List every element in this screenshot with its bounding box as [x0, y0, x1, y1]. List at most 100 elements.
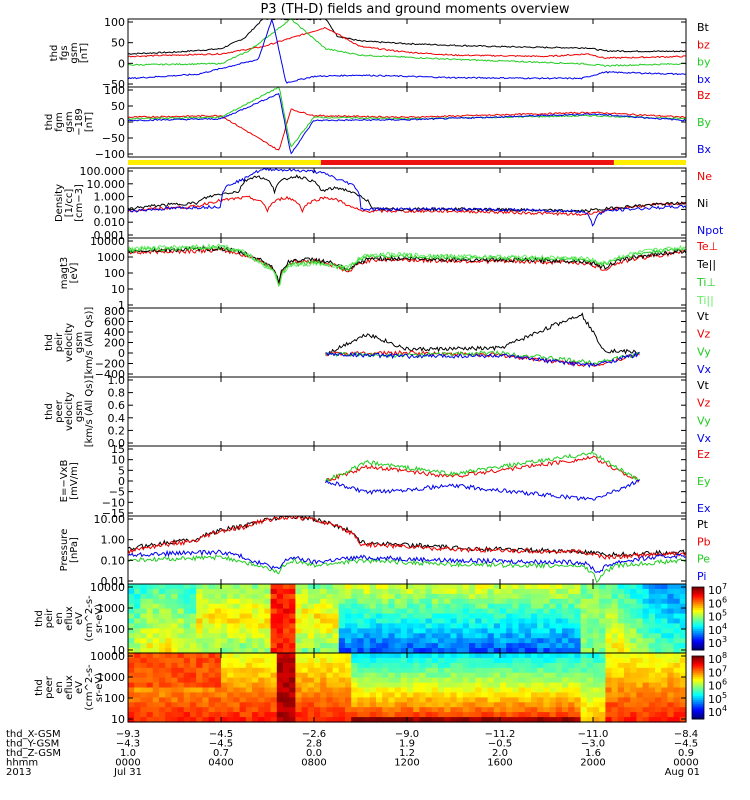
spectrogram-cell: [642, 677, 650, 684]
spectrogram-cell: [413, 672, 420, 679]
y-tick-label: −15: [102, 507, 125, 520]
spectrogram-cell: [301, 707, 309, 713]
spectrogram-cell: [500, 603, 507, 610]
spectrogram-cell: [469, 598, 476, 605]
spectrogram-cell: [345, 608, 352, 615]
spectrogram-cell: [642, 662, 650, 669]
spectrogram-cell: [382, 598, 389, 605]
spectrogram-cell: [450, 638, 458, 644]
spectrogram-cell: [264, 613, 272, 620]
spectrogram-cell: [326, 598, 334, 605]
y-axis-label: thd: [34, 610, 45, 627]
spectrogram-cell: [332, 677, 340, 684]
spectrogram-cell: [624, 702, 631, 708]
spectrogram-cell: [227, 657, 234, 664]
series-Npot-line: [128, 168, 686, 227]
spectrogram-cell: [301, 657, 309, 664]
spectrogram-cell: [438, 618, 445, 624]
y-axis-label: [eV]: [69, 263, 80, 284]
y-axis-label: thd: [44, 403, 55, 420]
spectrogram-cell: [332, 657, 340, 664]
spectrogram-cell: [648, 687, 656, 693]
spectrogram-cell: [270, 633, 278, 639]
spectrogram-cell: [431, 717, 439, 723]
spectrogram-cell: [549, 618, 557, 624]
spectrogram-cell: [636, 717, 644, 723]
spectrogram-cell: [431, 588, 439, 595]
spectrogram-cell: [500, 633, 507, 639]
spectrogram-cell: [171, 623, 179, 629]
spectrogram-cell: [673, 618, 681, 624]
spectrogram-cell: [543, 697, 551, 703]
y-tick-label: 1000: [97, 251, 125, 264]
colorbar-label-base: 10: [708, 637, 722, 650]
spectrogram-cell: [493, 613, 501, 620]
spectrogram-cell: [481, 618, 489, 624]
spectrogram-cell: [667, 593, 675, 600]
spectrogram-cell: [338, 584, 346, 590]
spectrogram-cell: [202, 648, 210, 654]
spectrogram-cell: [549, 697, 557, 703]
colorbar-segment: [692, 670, 704, 674]
spectrogram-cell: [655, 702, 662, 708]
spectrogram-cell: [493, 603, 501, 610]
spectrogram-cell: [661, 697, 668, 703]
spectrogram-cell: [655, 653, 662, 659]
spectrogram-cell: [283, 712, 290, 718]
spectrogram-cell: [134, 682, 141, 689]
spectrogram-cell: [270, 623, 278, 629]
spectrogram-cell: [283, 613, 290, 620]
colorbar-label-base: 10: [708, 706, 722, 719]
spectrogram-cell: [245, 717, 253, 723]
spectrogram-cell: [357, 608, 365, 615]
spectrogram-cell: [152, 712, 160, 718]
series-bx-line: [128, 19, 686, 84]
spectrogram-cell: [475, 623, 482, 629]
spectrogram-cell: [363, 628, 371, 634]
spectrogram-cell: [630, 623, 637, 629]
spectrogram-cell: [611, 648, 619, 654]
spectrogram-cell: [586, 628, 594, 634]
spectrogram-cell: [586, 608, 594, 615]
spectrogram-cell: [599, 687, 606, 693]
spectrogram-cell: [549, 633, 557, 639]
spectrogram-cell: [630, 653, 637, 659]
spectrogram-cell: [444, 682, 451, 689]
spectrogram-cell: [177, 633, 185, 639]
spectrogram-cell: [555, 598, 563, 605]
spectrogram-cell: [363, 687, 371, 693]
spectrogram-cell: [214, 662, 222, 669]
spectrogram-cell: [487, 598, 495, 605]
spectrogram-cell: [642, 687, 650, 693]
spectrogram-cell: [202, 682, 210, 689]
spectrogram-cell: [394, 707, 402, 713]
spectrogram-cell: [258, 692, 265, 698]
spectrogram-cell: [586, 584, 594, 590]
spectrogram-cell: [549, 628, 557, 634]
spectrogram-cell: [469, 613, 476, 620]
spectrogram-cell: [233, 638, 241, 644]
spectrogram-cell: [270, 672, 278, 679]
spectrogram-cell: [146, 657, 154, 664]
spectrogram-cell: [165, 667, 172, 674]
spectrogram-cell: [481, 613, 489, 620]
spectrogram-cell: [301, 712, 309, 718]
spectrogram-cell: [382, 618, 389, 624]
spectrogram-cell: [425, 712, 433, 718]
spectrogram-cell: [190, 687, 197, 693]
spectrogram-cell: [221, 687, 228, 693]
spectrogram-cell: [617, 682, 625, 689]
spectrogram-cell: [301, 672, 309, 679]
spectrogram-cell: [456, 717, 464, 723]
spectrogram-cell: [431, 613, 439, 620]
spectrogram-cell: [444, 712, 451, 718]
spectrogram-cell: [196, 717, 203, 723]
spectrogram-cell: [413, 667, 420, 674]
spectrogram-cell: [661, 638, 668, 644]
spectrogram-cell: [320, 692, 327, 698]
spectrogram-cell: [227, 598, 234, 605]
spectrogram-cell: [394, 603, 402, 610]
spectrogram-cell: [196, 618, 203, 624]
spectrogram-cell: [469, 657, 476, 664]
x-col-value: 1.2: [399, 748, 415, 759]
